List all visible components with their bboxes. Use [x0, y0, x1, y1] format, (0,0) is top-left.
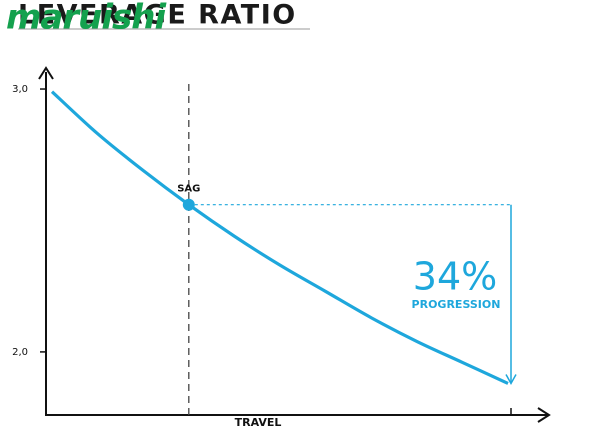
progression-arrowhead	[505, 374, 517, 385]
x-axis-label: TRAVEL	[235, 416, 282, 426]
y-axis-arrow	[38, 66, 54, 80]
x-axis-arrow	[537, 407, 551, 423]
y-tick-label: 3,0	[12, 84, 28, 95]
sag-point	[182, 198, 195, 211]
logo: maruishi	[6, 0, 167, 38]
progression-value: 34%	[413, 255, 497, 299]
chart-title: LEVERAGE RATIO	[18, 0, 297, 31]
y-tick-label: 2,0	[12, 347, 28, 358]
sag-label: SAG	[177, 184, 200, 195]
progression-label: PROGRESSION	[412, 298, 501, 311]
line	[50, 90, 509, 385]
